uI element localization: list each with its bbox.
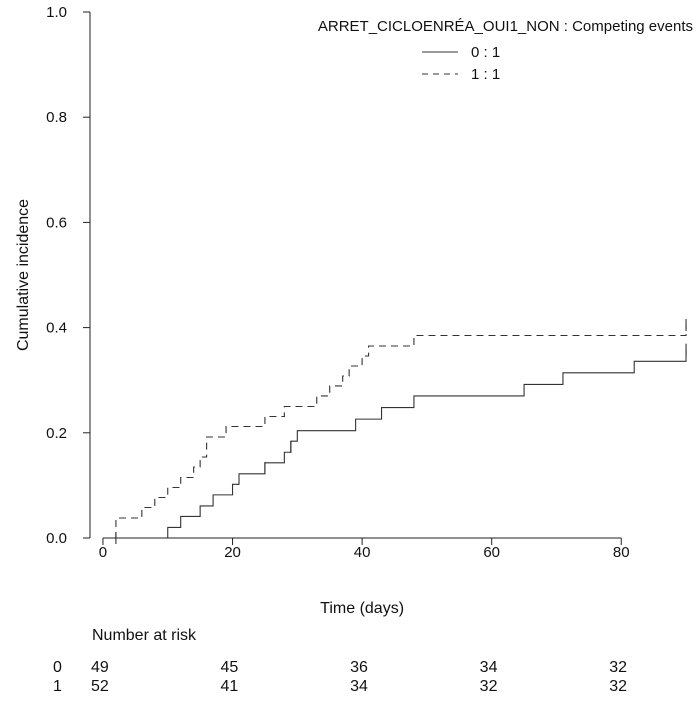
- risk-value: 34: [480, 659, 498, 676]
- axes: 0.0 0.2 0.4 0.6 0.8 1.0 0 20 40 60 80 Time (days) Cu…: [15, 4, 630, 617]
- risk-value: 36: [350, 659, 368, 676]
- risk-value: 32: [609, 678, 627, 695]
- x-tick-label: 80: [613, 544, 630, 561]
- risk-table-title: Number at risk: [92, 627, 197, 644]
- risk-value: 32: [480, 678, 498, 695]
- x-tick-label: 0: [99, 544, 107, 561]
- y-tick-label: 1.0: [46, 4, 67, 21]
- series-1: [102, 318, 687, 539]
- risk-value: 32: [609, 659, 627, 676]
- x-tick-label: 40: [354, 544, 371, 561]
- y-tick-label: 0.6: [46, 214, 67, 231]
- series-line: [102, 349, 687, 539]
- risk-row-label: 1: [53, 678, 62, 695]
- risk-value: 41: [221, 678, 239, 695]
- y-tick-label: 0.0: [46, 530, 67, 547]
- x-tick-label: 20: [224, 544, 241, 561]
- legend-label: 1 : 1: [471, 66, 500, 83]
- risk-table: Number at risk 0 49 45 36 34 32 1 52 41 34 32 32: [53, 627, 627, 695]
- legend-title: ARRET_CICLOENRÉA_OUI1_NON : Competing ev…: [318, 18, 693, 35]
- y-axis-title: Cumulative incidence: [15, 199, 32, 351]
- x-tick-label: 60: [483, 544, 500, 561]
- risk-value: 45: [221, 659, 239, 676]
- y-tick-label: 0.8: [46, 109, 67, 126]
- x-axis-title: Time (days): [320, 600, 404, 617]
- plot-area: [102, 318, 687, 544]
- series-line: [102, 324, 687, 539]
- y-tick-label: 0.4: [46, 320, 67, 337]
- legend-label: 0 : 1: [471, 44, 500, 61]
- risk-value: 34: [350, 678, 368, 695]
- legend: ARRET_CICLOENRÉA_OUI1_NON : Competing ev…: [318, 18, 693, 83]
- risk-row-label: 0: [53, 659, 62, 676]
- risk-value: 52: [91, 678, 109, 695]
- y-tick-label: 0.2: [46, 425, 67, 442]
- series-0: [102, 343, 687, 544]
- risk-value: 49: [91, 659, 109, 676]
